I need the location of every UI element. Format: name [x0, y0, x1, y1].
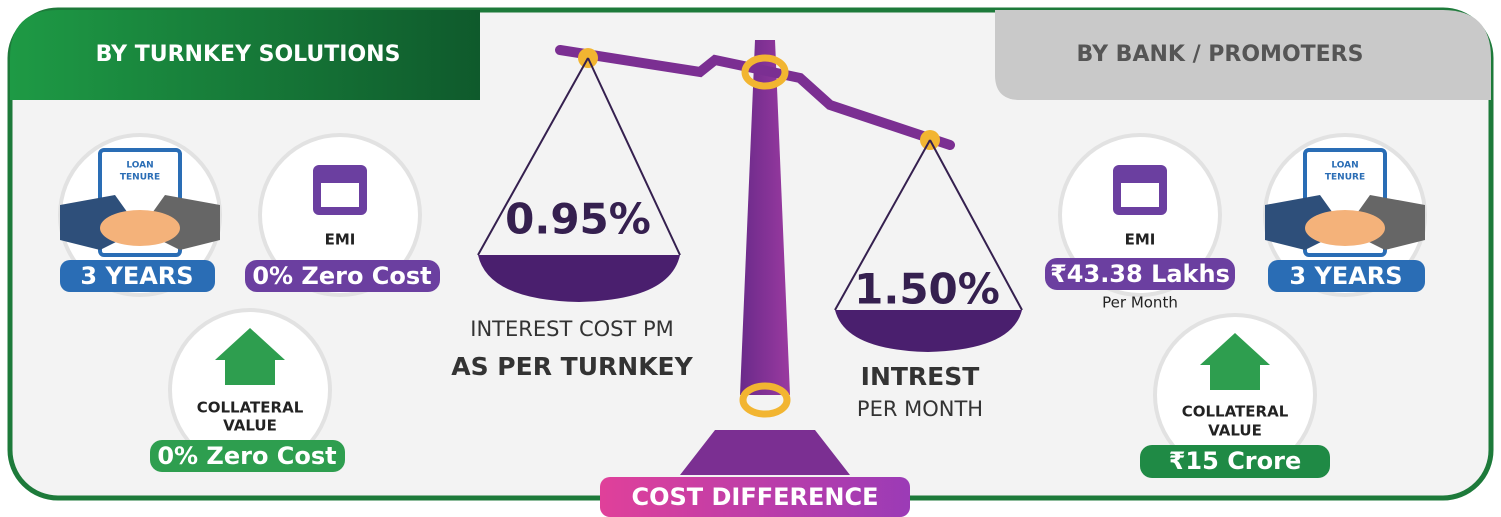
icon-text: TENURE [120, 173, 160, 183]
badge-text: 3 YEARS [80, 262, 193, 290]
badge-text: 0% Zero Cost [252, 262, 431, 290]
icon-text: LOAN [1331, 161, 1358, 171]
badge-text: 0% Zero Cost [157, 442, 336, 470]
caption: PER MONTH [857, 397, 983, 421]
collateral-label: COLLATERAL [197, 399, 304, 417]
collateral-label: COLLATERAL [1182, 403, 1289, 421]
caption: INTREST [861, 362, 980, 391]
calendar-icon [1113, 165, 1167, 215]
left-title: BY TURNKEY SOLUTIONS [96, 42, 401, 67]
calendar-icon [313, 165, 367, 215]
footer-label: COST DIFFERENCE [631, 483, 878, 511]
icon-text: TENURE [1325, 173, 1365, 183]
infographic: BY TURNKEY SOLUTIONS BY BANK / PROMOTERS… [0, 0, 1501, 517]
right-title: BY BANK / PROMOTERS [1077, 42, 1364, 67]
emi-label: EMI [325, 231, 356, 249]
badge-text: ₹43.38 Lakhs [1050, 260, 1230, 288]
icon-text: LOAN [126, 161, 153, 171]
caption: AS PER TURNKEY [451, 352, 693, 381]
badge-text: 3 YEARS [1289, 262, 1402, 290]
badge-text: ₹15 Crore [1169, 447, 1302, 475]
collateral-label: VALUE [1208, 422, 1262, 440]
collateral-label: VALUE [223, 417, 277, 435]
right-pan-value: 1.50% [854, 265, 1000, 314]
caption: INTEREST COST PM [470, 317, 674, 341]
emi-note: Per Month [1102, 294, 1178, 312]
left-pan-value: 0.95% [505, 195, 651, 244]
emi-label: EMI [1125, 231, 1156, 249]
